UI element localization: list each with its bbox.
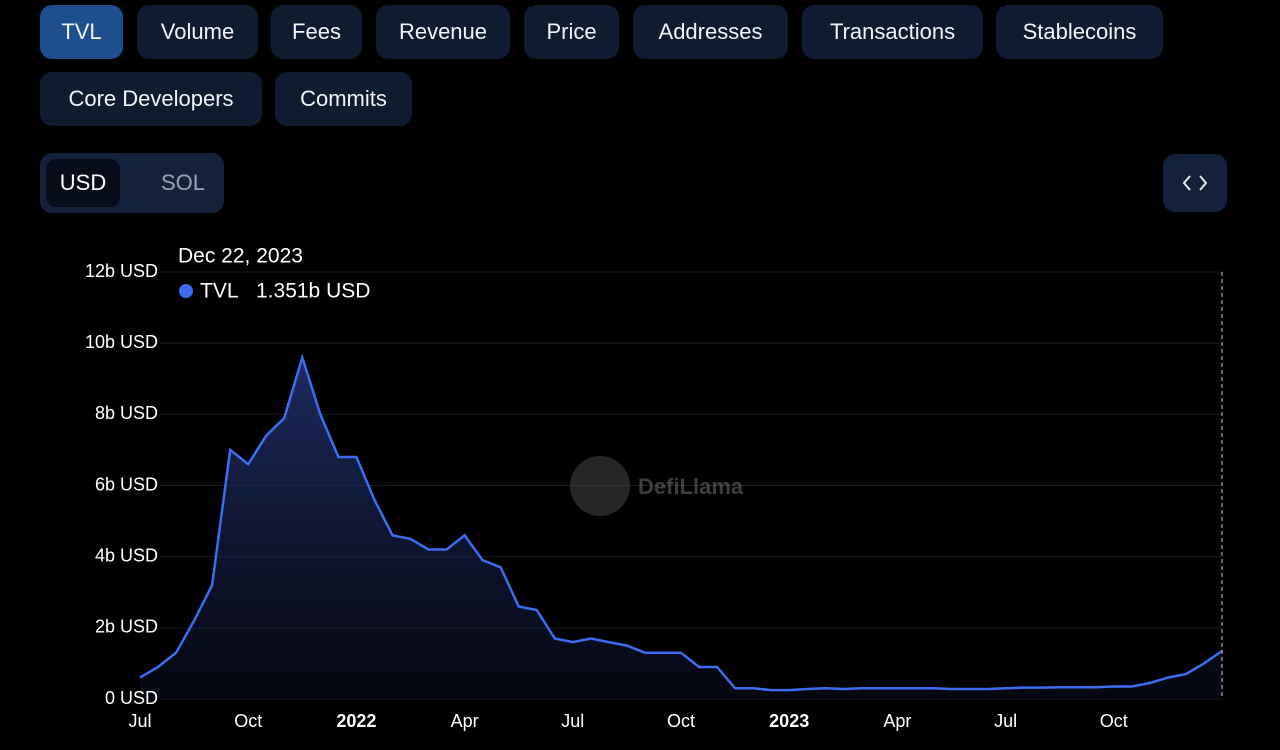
y-tick-label: 0 USD — [105, 688, 158, 708]
x-tick-label: Apr — [883, 711, 911, 731]
tab[interactable]: Revenue — [376, 5, 510, 59]
currency-toggle: USD SOL — [40, 153, 224, 213]
y-tick-label: 6b USD — [95, 474, 158, 494]
tab[interactable]: Price — [524, 5, 619, 59]
tooltip-series: TVL — [200, 280, 239, 303]
y-tick-label: 4b USD — [95, 545, 158, 565]
x-tick-label: 2022 — [336, 711, 376, 731]
tab[interactable]: TVL — [40, 5, 123, 59]
watermark-text: DefiLlama — [638, 474, 744, 499]
toggle-option[interactable]: USD — [46, 159, 120, 207]
y-tick-label: 2b USD — [95, 617, 158, 637]
tab[interactable]: Commits — [275, 72, 412, 126]
tab[interactable]: Volume — [137, 5, 258, 59]
y-tick-label: 10b USD — [85, 332, 158, 352]
x-tick-label: Jul — [128, 711, 151, 731]
x-tick-label: Oct — [234, 711, 262, 731]
tooltip-date: Dec 22, 2023 — [178, 245, 303, 268]
toggle-option[interactable]: SOL — [160, 170, 206, 195]
tab[interactable]: Fees — [271, 5, 362, 59]
tooltip-value: 1.351b USD — [256, 280, 370, 303]
tab[interactable]: Addresses — [633, 5, 788, 59]
tooltip-dot — [179, 284, 193, 298]
line — [139, 353, 1223, 692]
x-tick-label: Oct — [1100, 711, 1128, 731]
x-tick-label: 2023 — [769, 711, 809, 731]
x-tick-label: Jul — [994, 711, 1017, 731]
embed-button[interactable] — [1163, 154, 1227, 212]
y-tick-label: 12b USD — [85, 261, 158, 281]
x-tick-label: Apr — [451, 711, 479, 731]
tab[interactable]: Stablecoins — [996, 5, 1163, 59]
y-tick-label: 8b USD — [95, 403, 158, 423]
tab[interactable]: Core Developers — [40, 72, 262, 126]
x-tick-label: Oct — [667, 711, 695, 731]
tab[interactable]: Transactions — [802, 5, 983, 59]
watermark: DefiLlama — [570, 456, 744, 516]
area — [140, 357, 1222, 699]
x-tick-label: Jul — [561, 711, 584, 731]
embed-icon — [1182, 175, 1208, 191]
